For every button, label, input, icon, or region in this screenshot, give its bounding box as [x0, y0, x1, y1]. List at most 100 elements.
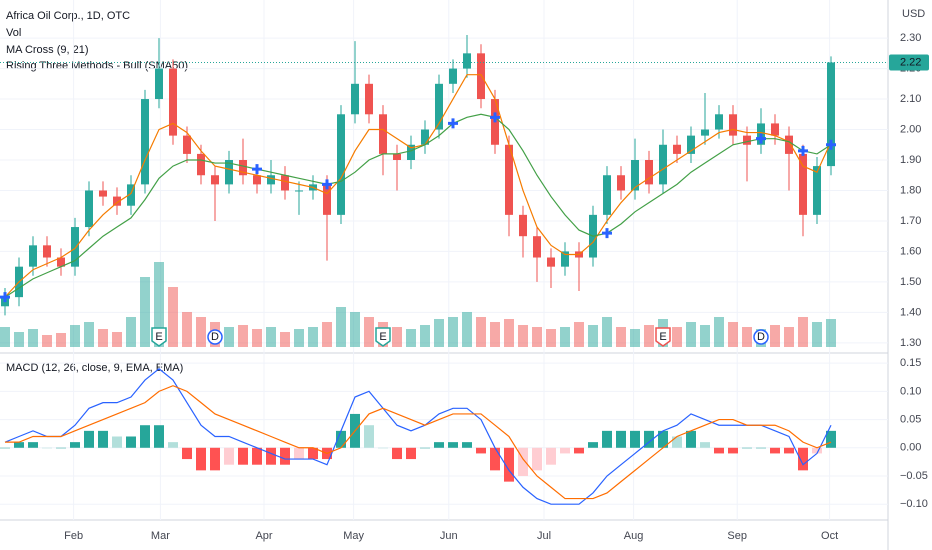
- volume-bar: [322, 322, 332, 347]
- x-tick-label: Aug: [624, 530, 644, 542]
- volume-bar: [28, 329, 38, 347]
- cross-marker: [798, 145, 808, 156]
- y-tick-label: 1.70: [900, 215, 921, 227]
- volume-bar: [742, 327, 752, 347]
- x-tick-label: Jun: [440, 530, 458, 542]
- candle-body: [127, 184, 135, 206]
- volume-bar: [700, 325, 710, 347]
- cross-marker: [602, 228, 612, 239]
- candle-body: [85, 190, 93, 228]
- y-tick-label: 2.30: [900, 32, 921, 44]
- candle-body: [225, 160, 233, 185]
- macd-histogram-bar: [784, 447, 794, 454]
- candle-body: [155, 68, 163, 100]
- signal-line: [5, 385, 832, 500]
- currency-label: USD: [902, 8, 925, 20]
- cross-marker: [322, 179, 332, 190]
- macd-histogram-bar: [826, 430, 836, 448]
- macd-histogram-bar: [462, 442, 472, 448]
- x-tick-label: Oct: [821, 530, 838, 542]
- macd-tick-label: −0.05: [900, 470, 928, 482]
- candle-body: [477, 53, 485, 100]
- candle-body: [659, 144, 667, 185]
- candle-body: [463, 53, 471, 69]
- candle-body: [267, 175, 275, 185]
- macd-histogram-bar: [476, 447, 486, 454]
- cross-marker: [826, 139, 836, 150]
- candle-body: [99, 190, 107, 197]
- volume-label: Vol: [6, 27, 21, 39]
- macd-histogram-bar: [154, 425, 164, 448]
- macd-histogram-bar: [280, 447, 290, 465]
- volume-bar: [476, 317, 486, 347]
- volume-bar: [714, 317, 724, 347]
- y-tick-label: 2.10: [900, 93, 921, 105]
- ma-fast-line: [4, 74, 832, 298]
- candle-body: [603, 175, 611, 215]
- macd-histogram-bar: [560, 447, 570, 454]
- candle-body: [561, 251, 569, 267]
- y-tick-label: 1.60: [900, 245, 921, 257]
- macd-histogram-bar: [140, 425, 150, 448]
- candle-body: [743, 135, 751, 145]
- last-price-label: 2.22: [900, 56, 921, 68]
- macd-histogram-bar: [28, 442, 38, 448]
- event-badge: [753, 329, 769, 345]
- candle-body: [687, 135, 695, 154]
- event-badge: [207, 329, 223, 345]
- candle-body: [211, 175, 219, 185]
- volume-bar: [532, 327, 542, 347]
- chart-title: Africa Oil Corp., 1D, OTC: [6, 10, 130, 22]
- macd-histogram-bar: [518, 447, 528, 476]
- cross-marker: [490, 112, 500, 123]
- volume-bar: [70, 325, 80, 347]
- candle-body: [407, 144, 415, 160]
- candle-body: [799, 153, 807, 215]
- macd-histogram-bar: [266, 447, 276, 465]
- macd-histogram-bar: [182, 447, 192, 460]
- x-tick-label: Sep: [727, 530, 747, 542]
- volume-bar: [630, 329, 640, 347]
- candle-body: [421, 129, 429, 145]
- macd-histogram-bar: [0, 447, 10, 449]
- candle-body: [715, 114, 723, 130]
- candle-body: [449, 68, 457, 84]
- cross-marker: [756, 133, 766, 144]
- macd-histogram-bar: [532, 447, 542, 471]
- candle-body: [365, 83, 373, 115]
- candle-body: [505, 144, 513, 215]
- macd-histogram-bar: [364, 425, 374, 448]
- volume-bar: [98, 329, 108, 347]
- volume-bar: [770, 325, 780, 347]
- macd-histogram-bar: [742, 447, 752, 449]
- volume-bar: [294, 329, 304, 347]
- macd-histogram-bar: [126, 436, 136, 448]
- volume-bar: [812, 322, 822, 347]
- candle-body: [673, 144, 681, 154]
- x-tick-label: Jul: [537, 530, 551, 542]
- volume-bar: [252, 329, 262, 347]
- volume-bar: [826, 319, 836, 347]
- volume-bar: [574, 322, 584, 347]
- macd-histogram-bar: [378, 447, 388, 449]
- candle-body: [253, 175, 261, 185]
- candle-body: [197, 153, 205, 176]
- macd-tick-label: 0.05: [900, 413, 921, 425]
- candle-body: [323, 184, 331, 215]
- macd-histogram-bar: [798, 447, 808, 471]
- candle-body: [393, 153, 401, 160]
- candle-body: [547, 257, 555, 267]
- candle-body: [29, 245, 37, 267]
- y-tick-label: 1.90: [900, 154, 921, 166]
- volume-bar: [686, 322, 696, 347]
- volume-bar: [336, 307, 346, 347]
- macd-histogram-bar: [644, 430, 654, 448]
- macd-tick-label: 0.10: [900, 385, 921, 397]
- last-price-box: [889, 54, 929, 71]
- volume-bar: [266, 327, 276, 347]
- volume-bar: [448, 317, 458, 347]
- volume-bar: [784, 327, 794, 347]
- volume-bar: [238, 325, 248, 347]
- volume-bar: [224, 327, 234, 347]
